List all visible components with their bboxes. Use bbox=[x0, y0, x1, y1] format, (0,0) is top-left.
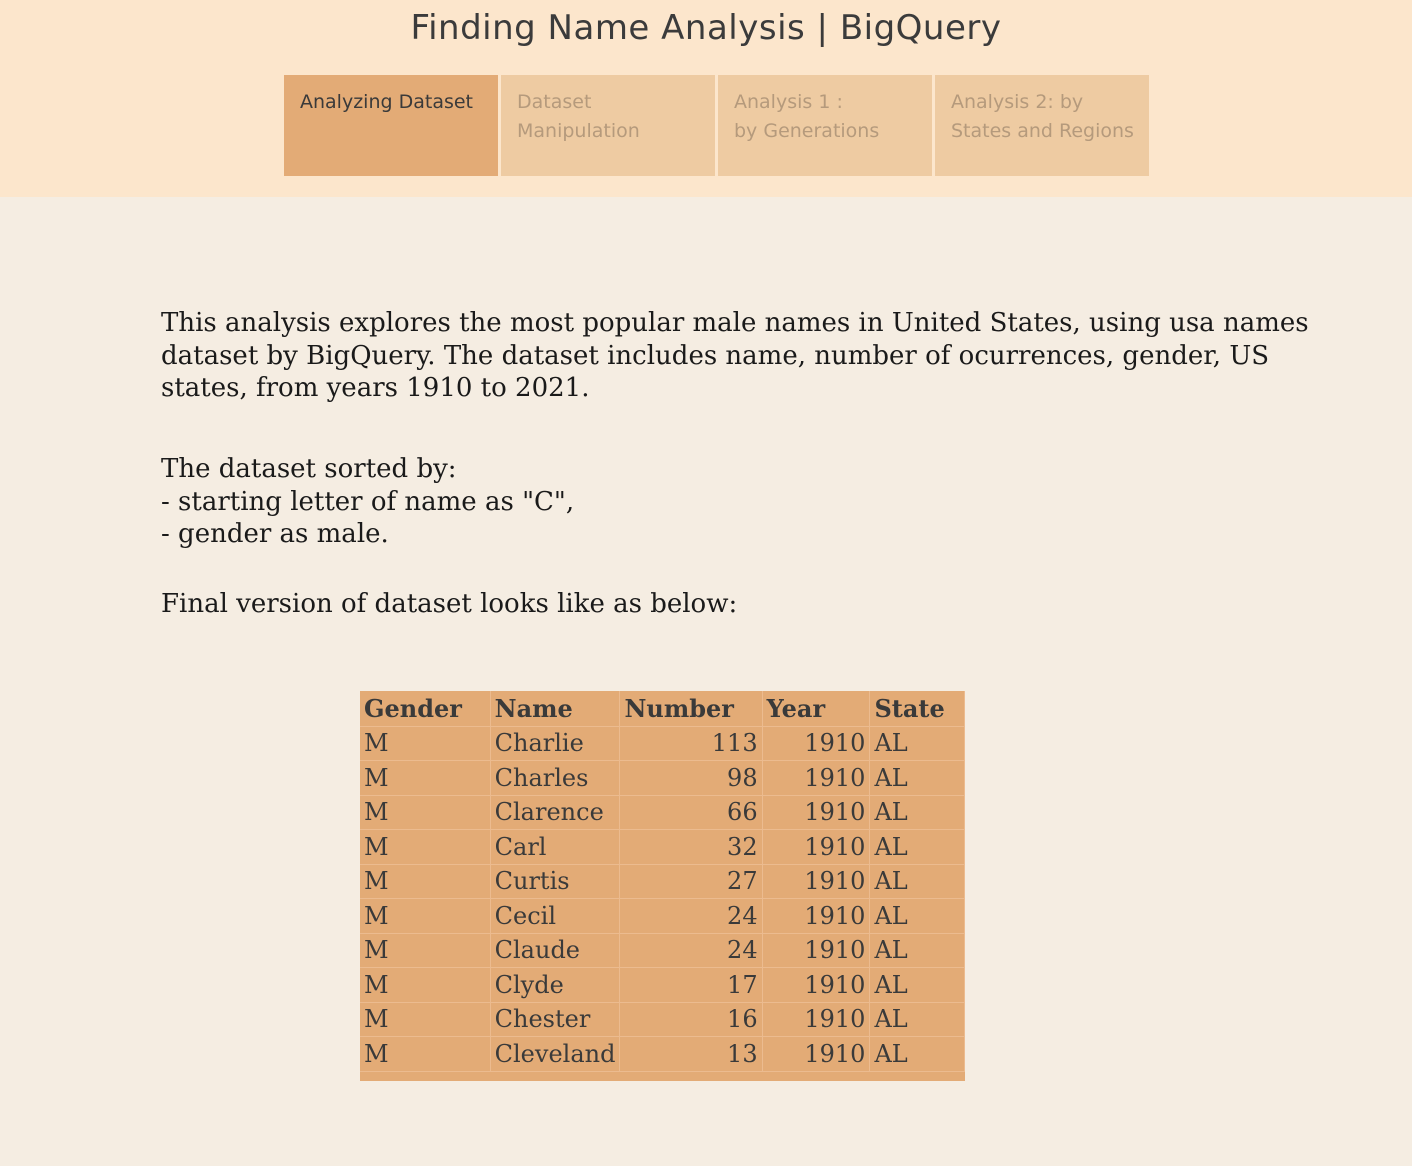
cell-name: Curtis bbox=[490, 864, 621, 899]
sort-heading: The dataset sorted by: bbox=[161, 454, 457, 484]
table-row: M Carl 32 1910 AL bbox=[360, 829, 965, 865]
cell-year: 1910 bbox=[762, 967, 871, 1003]
column-header-name: Name bbox=[490, 691, 621, 727]
cell-gender: M bbox=[360, 1002, 491, 1037]
cell-number: 13 bbox=[619, 1036, 763, 1072]
cell-gender: M bbox=[360, 967, 491, 1003]
cell-state: AL bbox=[869, 864, 965, 899]
tab-analyzing-dataset[interactable]: Analyzing Dataset bbox=[284, 75, 498, 176]
cell-year: 1910 bbox=[762, 795, 871, 830]
final-note: Final version of dataset looks like as b… bbox=[161, 589, 738, 619]
table-row: M Cecil 24 1910 AL bbox=[360, 898, 965, 934]
cell-gender: M bbox=[360, 933, 491, 968]
cell-state: AL bbox=[869, 967, 965, 1003]
cell-state: AL bbox=[869, 760, 965, 796]
tab-dataset-manipulation[interactable]: Dataset Manipulation bbox=[501, 75, 715, 176]
table-row: M Curtis 27 1910 AL bbox=[360, 864, 965, 899]
tab-label: Analysis 2: by bbox=[951, 91, 1084, 113]
intro-paragraph: This analysis explores the most popular … bbox=[161, 308, 1309, 403]
cell-state: AL bbox=[869, 1036, 965, 1072]
cell-year: 1910 bbox=[762, 864, 871, 899]
table-row: M Claude 24 1910 AL bbox=[360, 933, 965, 968]
sort-criterion: - gender as male. bbox=[161, 519, 389, 549]
tab-bar: Analyzing Dataset Dataset Manipulation A… bbox=[284, 75, 1149, 176]
cell-name: Carl bbox=[490, 829, 621, 865]
cell-state: AL bbox=[869, 795, 965, 830]
column-header-gender: Gender bbox=[360, 691, 491, 727]
tab-label: Analysis 1 : bbox=[734, 91, 843, 113]
cell-name: Clyde bbox=[490, 967, 621, 1003]
table-row: M Clarence 66 1910 AL bbox=[360, 795, 965, 830]
cell-year: 1910 bbox=[762, 1002, 871, 1037]
cell-state: AL bbox=[869, 933, 965, 968]
cell-year: 1910 bbox=[762, 933, 871, 968]
cell-gender: M bbox=[360, 898, 491, 934]
table-header-row: Gender Name Number Year State bbox=[360, 691, 965, 727]
table-row: M Charlie 113 1910 AL bbox=[360, 726, 965, 761]
cell-number: 32 bbox=[619, 829, 763, 865]
table-row: M Chester 16 1910 AL bbox=[360, 1002, 965, 1037]
tab-label: Manipulation bbox=[517, 120, 640, 142]
cell-number: 98 bbox=[619, 760, 763, 796]
cell-state: AL bbox=[869, 898, 965, 934]
cell-name: Clarence bbox=[490, 795, 621, 830]
tab-label: Dataset bbox=[517, 91, 592, 113]
cell-gender: M bbox=[360, 864, 491, 899]
tab-label: Analyzing Dataset bbox=[300, 91, 474, 113]
cell-state: AL bbox=[869, 829, 965, 865]
cell-number: 16 bbox=[619, 1002, 763, 1037]
cell-number: 24 bbox=[619, 898, 763, 934]
cell-gender: M bbox=[360, 726, 491, 761]
tab-label: by Generations bbox=[734, 120, 880, 142]
cell-state: AL bbox=[869, 726, 965, 761]
cell-state: AL bbox=[869, 1002, 965, 1037]
table-row: M Clyde 17 1910 AL bbox=[360, 967, 965, 1003]
cell-year: 1910 bbox=[762, 898, 871, 934]
table-row: M Charles 98 1910 AL bbox=[360, 760, 965, 796]
cell-year: 1910 bbox=[762, 1036, 871, 1072]
cell-gender: M bbox=[360, 760, 491, 796]
site-title: Finding Name Analysis | BigQuery bbox=[410, 8, 1002, 48]
cell-year: 1910 bbox=[762, 829, 871, 865]
cell-name: Charles bbox=[490, 760, 621, 796]
column-header-number: Number bbox=[619, 691, 763, 727]
cell-name: Cleveland bbox=[490, 1036, 621, 1072]
tab-analysis-2[interactable]: Analysis 2: by States and Regions bbox=[935, 75, 1149, 176]
cell-number: 66 bbox=[619, 795, 763, 830]
cell-number: 27 bbox=[619, 864, 763, 899]
cell-gender: M bbox=[360, 1036, 491, 1072]
column-header-year: Year bbox=[762, 691, 871, 727]
dataset-table-container: Gender Name Number Year State M Charlie … bbox=[360, 691, 965, 1081]
cell-year: 1910 bbox=[762, 760, 871, 796]
cell-name: Charlie bbox=[490, 726, 621, 761]
column-header-state: State bbox=[869, 691, 965, 727]
cell-number: 17 bbox=[619, 967, 763, 1003]
tab-label: States and Regions bbox=[951, 120, 1134, 142]
sort-criteria: The dataset sorted by: - starting letter… bbox=[161, 453, 574, 551]
tab-analysis-1[interactable]: Analysis 1 : by Generations bbox=[718, 75, 932, 176]
cell-name: Chester bbox=[490, 1002, 621, 1037]
cell-gender: M bbox=[360, 829, 491, 865]
cell-number: 113 bbox=[619, 726, 763, 761]
dataset-table: Gender Name Number Year State M Charlie … bbox=[360, 691, 965, 1072]
sort-criterion: - starting letter of name as "C", bbox=[161, 486, 575, 517]
table-row: M Cleveland 13 1910 AL bbox=[360, 1036, 965, 1072]
cell-name: Cecil bbox=[490, 898, 621, 934]
cell-year: 1910 bbox=[762, 726, 871, 761]
cell-gender: M bbox=[360, 795, 491, 830]
site-header: Finding Name Analysis | BigQuery Analyzi… bbox=[0, 0, 1412, 197]
cell-name: Claude bbox=[490, 933, 621, 968]
cell-number: 24 bbox=[619, 933, 763, 968]
